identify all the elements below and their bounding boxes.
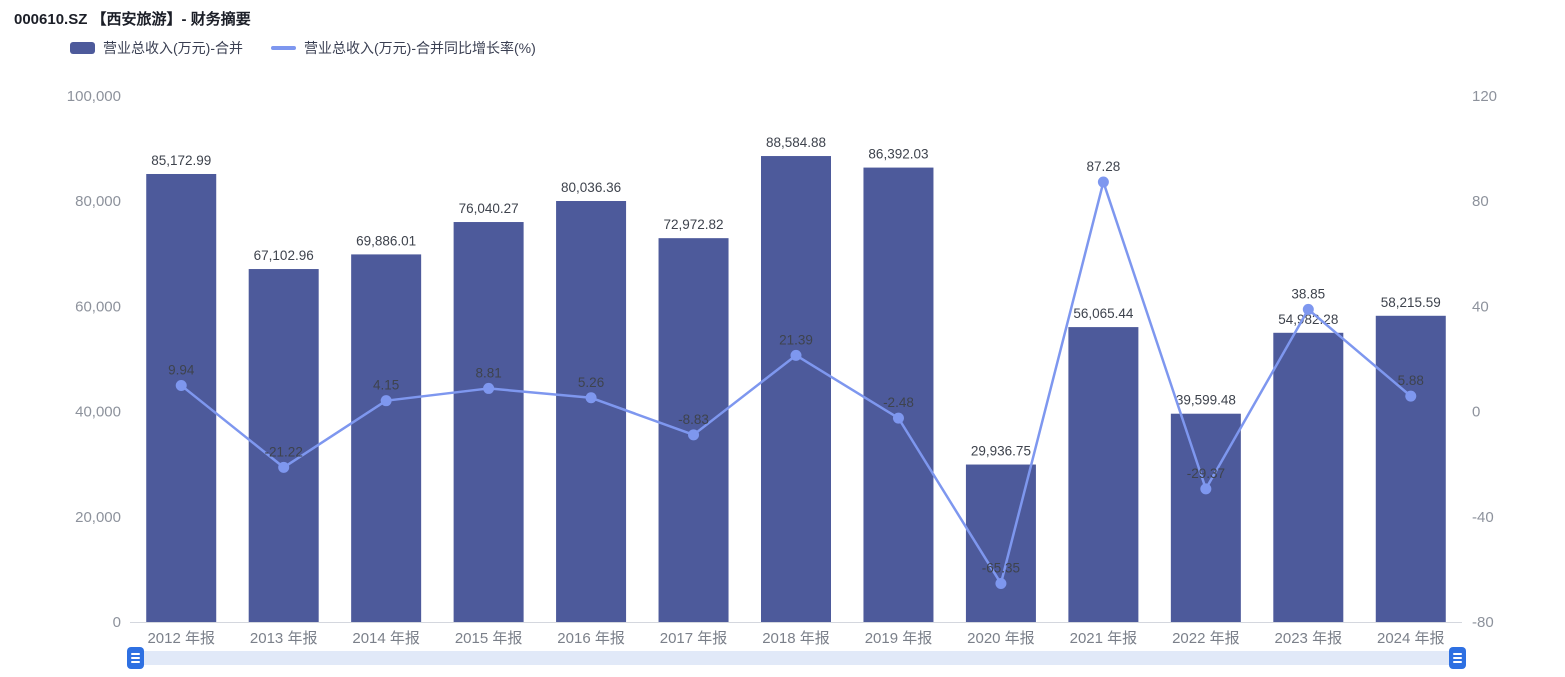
hamburger-icon	[131, 653, 140, 655]
x-axis-label: 2017 年报	[660, 630, 728, 647]
right-axis-tick-label: 40	[1472, 298, 1489, 315]
left-axis-tick-label: 40,000	[75, 404, 121, 421]
growth-value-label: -29.37	[1187, 466, 1225, 481]
growth-value-label: -8.83	[678, 412, 709, 427]
growth-value-label: -65.35	[982, 560, 1020, 575]
x-axis-label: 2013 年报	[250, 630, 318, 647]
bar-value-label: 69,886.01	[356, 233, 416, 248]
growth-point[interactable]	[1200, 483, 1212, 495]
hamburger-icon	[1453, 657, 1462, 659]
right-axis-tick-label: 0	[1472, 404, 1480, 421]
x-axis-label: 2015 年报	[455, 630, 523, 647]
growth-point[interactable]	[380, 395, 392, 407]
growth-point[interactable]	[585, 392, 597, 404]
right-axis-tick-label: -80	[1472, 614, 1494, 631]
bar-value-label: 80,036.36	[561, 180, 621, 195]
growth-value-label: 4.15	[373, 378, 399, 393]
x-axis-label: 2012 年报	[147, 630, 215, 647]
revenue-bar[interactable]	[863, 167, 934, 622]
right-axis-tick-label: -40	[1472, 509, 1494, 526]
growth-point[interactable]	[278, 461, 290, 473]
x-axis-label: 2021 年报	[1070, 630, 1138, 647]
revenue-bar[interactable]	[1273, 332, 1344, 622]
x-axis-label: 2020 年报	[967, 630, 1035, 647]
growth-point[interactable]	[892, 412, 904, 424]
growth-value-label: 8.81	[475, 365, 501, 380]
bar-value-label: 76,040.27	[459, 201, 519, 216]
legend-label-revenue: 营业总收入(万元)-合并	[103, 40, 243, 56]
bar-value-label: 39,599.48	[1176, 393, 1236, 408]
x-axis-label: 2024 年报	[1377, 630, 1445, 647]
revenue-bar[interactable]	[351, 254, 422, 622]
growth-point[interactable]	[1302, 303, 1314, 315]
growth-point[interactable]	[175, 379, 187, 391]
bar-value-label: 29,936.75	[971, 444, 1031, 459]
hamburger-icon	[1453, 653, 1462, 655]
growth-value-label: -21.22	[265, 444, 303, 459]
hamburger-icon	[131, 661, 140, 663]
x-axis-label: 2016 年报	[557, 630, 625, 647]
growth-value-label: 21.39	[779, 332, 813, 347]
legend-item-growth[interactable]: 营业总收入(万元)-合并同比增长率(%)	[271, 38, 536, 58]
growth-point[interactable]	[790, 349, 802, 361]
page-title: 000610.SZ 【西安旅游】- 财务摘要	[14, 11, 251, 28]
left-axis-tick-label: 60,000	[75, 298, 121, 315]
left-axis-tick-label: 0	[113, 614, 121, 631]
right-axis-tick-label: 80	[1472, 193, 1489, 210]
bar-value-label: 85,172.99	[151, 153, 211, 168]
bar-value-label: 88,584.88	[766, 135, 826, 150]
legend-label-growth: 营业总收入(万元)-合并同比增长率(%)	[304, 40, 536, 56]
growth-value-label: 38.85	[1291, 286, 1325, 301]
legend: 营业总收入(万元)-合并 营业总收入(万元)-合并同比增长率(%)	[70, 38, 536, 58]
growth-value-label: 5.26	[578, 375, 604, 390]
growth-value-label: 5.88	[1398, 373, 1424, 388]
bar-series-swatch-icon	[70, 42, 95, 54]
growth-value-label: -2.48	[883, 395, 914, 410]
revenue-bar[interactable]	[1375, 315, 1446, 622]
revenue-bar[interactable]	[556, 201, 627, 623]
x-axis-label: 2018 年报	[762, 630, 830, 647]
growth-point[interactable]	[483, 382, 495, 394]
line-series-swatch-icon	[271, 46, 296, 50]
x-axis-label: 2014 年报	[352, 630, 420, 647]
x-axis-label: 2019 年报	[865, 630, 933, 647]
x-axis-label: 2022 年报	[1172, 630, 1240, 647]
left-axis-tick-label: 100,000	[67, 88, 121, 105]
revenue-bar[interactable]	[761, 156, 831, 623]
bar-value-label: 58,215.59	[1381, 295, 1441, 310]
datazoom-right-handle[interactable]	[1449, 647, 1466, 669]
bar-value-label: 56,065.44	[1073, 306, 1134, 321]
left-axis-tick-label: 80,000	[75, 193, 121, 210]
growth-value-label: 9.94	[168, 362, 195, 377]
bar-value-label: 67,102.96	[254, 248, 314, 263]
growth-point[interactable]	[995, 577, 1007, 589]
hamburger-icon	[1453, 661, 1462, 663]
datazoom-left-handle[interactable]	[127, 647, 144, 669]
x-axis-label: 2023 年报	[1275, 630, 1343, 647]
revenue-bar[interactable]	[146, 173, 217, 623]
bar-value-label: 72,972.82	[664, 217, 724, 232]
growth-point[interactable]	[1097, 176, 1109, 188]
revenue-bar[interactable]	[248, 269, 319, 622]
growth-value-label: 87.28	[1086, 159, 1120, 174]
growth-point[interactable]	[688, 429, 700, 441]
right-axis-tick-label: 120	[1472, 88, 1497, 105]
revenue-bar[interactable]	[1068, 327, 1139, 622]
datazoom-track[interactable]	[130, 651, 1462, 665]
bar-value-label: 86,392.03	[868, 147, 928, 162]
legend-item-revenue[interactable]: 营业总收入(万元)-合并	[70, 38, 243, 58]
left-axis-tick-label: 20,000	[75, 509, 121, 526]
revenue-bar[interactable]	[453, 222, 524, 622]
hamburger-icon	[131, 657, 140, 659]
growth-point[interactable]	[1405, 390, 1417, 402]
